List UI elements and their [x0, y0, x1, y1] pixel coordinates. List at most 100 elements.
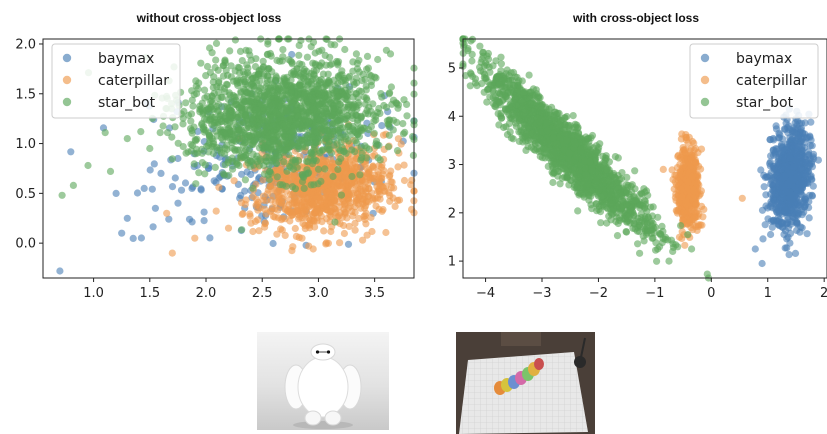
scatter-point-caterpillar — [369, 162, 377, 170]
scatter-point-star_bot — [376, 156, 384, 164]
scatter-point-star_bot — [236, 47, 245, 56]
scatter-point-star_bot — [207, 103, 215, 111]
scatter-point-caterpillar — [678, 193, 686, 201]
scatter-point-baymax — [137, 234, 145, 242]
scatter-point-star_bot — [339, 76, 347, 85]
scatter-point-caterpillar — [367, 213, 375, 222]
scatter-point-caterpillar — [690, 214, 699, 222]
scatter-point-star_bot — [200, 115, 209, 123]
scatter-point-baymax — [803, 230, 811, 238]
scatter-point-star_bot — [308, 91, 316, 99]
scatter-point-caterpillar — [322, 205, 330, 214]
scatter-point-star_bot — [315, 47, 323, 55]
scatter-point-star_bot — [331, 218, 339, 226]
scatter-point-star_bot — [343, 105, 351, 113]
scatter-point-star_bot — [265, 176, 273, 184]
scatter-point-star_bot — [273, 56, 281, 64]
scatter-point-star_bot — [223, 121, 231, 129]
scatter-point-caterpillar — [365, 169, 373, 177]
scatter-point-caterpillar — [385, 172, 393, 180]
scatter-point-star_bot — [357, 114, 365, 122]
scatter-point-caterpillar — [342, 173, 350, 181]
scatter-point-caterpillar — [238, 210, 246, 218]
scatter-point-star_bot — [212, 39, 221, 48]
scatter-point-caterpillar — [311, 223, 319, 231]
scatter-point-star_bot — [403, 100, 411, 108]
scatter-point-caterpillar — [382, 228, 390, 237]
scatter-point-caterpillar — [351, 208, 359, 216]
scatter-point-star_bot — [254, 125, 262, 133]
scatter-point-caterpillar — [689, 221, 697, 229]
scatter-point-caterpillar — [345, 222, 353, 230]
scatter-panel-with-loss: with cross-object loss −4 −3 −2 −1 0 1 212345 … — [448, 11, 827, 301]
legend-marker — [62, 75, 72, 85]
scatter-point-caterpillar — [298, 234, 306, 242]
scatter-point-baymax — [783, 235, 791, 243]
scatter-point-star_bot — [273, 91, 281, 99]
scatter-point-star_bot — [58, 191, 66, 199]
scatter-point-baymax — [151, 204, 159, 212]
scatter-point-star_bot — [233, 160, 241, 169]
scatter-point-star_bot — [314, 165, 323, 173]
scatter-point-star_bot — [385, 131, 393, 139]
scatter-point-baymax — [197, 185, 205, 193]
scatter-point-star_bot — [334, 58, 343, 66]
scatter-point-star_bot — [317, 78, 325, 87]
y-tick-label: 0.5 — [15, 187, 36, 202]
scatter-point-caterpillar — [281, 231, 289, 239]
scatter-point-baymax — [200, 217, 208, 225]
scatter-point-star_bot — [295, 51, 303, 59]
scatter-point-baymax — [168, 183, 177, 191]
scatter-point-star_bot — [291, 142, 300, 150]
scatter-point-star_bot — [231, 36, 239, 44]
scatter-point-star_bot — [269, 137, 278, 145]
scatter-point-caterpillar — [313, 206, 321, 214]
scatter-point-baymax — [775, 129, 783, 137]
scatter-point-star_bot — [294, 90, 302, 98]
scatter-point-star_bot — [301, 133, 309, 141]
scatter-point-star_bot — [311, 60, 319, 68]
scatter-point-star_bot — [187, 110, 196, 118]
scatter-point-star_bot — [297, 36, 305, 45]
scatter-point-star_bot — [69, 181, 77, 189]
scatter-point-star_bot — [370, 129, 378, 137]
scatter-point-caterpillar — [327, 155, 335, 163]
scatter-point-caterpillar — [363, 231, 371, 239]
scatter-point-star_bot — [372, 140, 380, 148]
scatter-point-caterpillar — [340, 229, 348, 238]
scatter-point-star_bot — [243, 89, 251, 97]
scatter-point-caterpillar — [673, 209, 682, 217]
scatter-point-caterpillar — [289, 243, 297, 251]
scatter-point-star_bot — [247, 56, 255, 64]
scatter-point-caterpillar — [671, 171, 679, 179]
scatter-point-caterpillar — [679, 161, 688, 169]
scatter-point-caterpillar — [394, 163, 402, 171]
scatter-point-star_bot — [188, 141, 197, 149]
scatter-point-star_bot — [179, 120, 187, 128]
scatter-point-baymax — [791, 191, 800, 199]
scatter-point-star_bot — [201, 86, 209, 94]
scatter-point-caterpillar — [394, 135, 402, 143]
scatter-point-caterpillar — [738, 194, 746, 202]
scatter-point-star_bot — [203, 142, 211, 150]
scatter-point-caterpillar — [670, 185, 678, 193]
scatter-point-star_bot — [335, 158, 343, 166]
scatter-point-star_bot — [272, 72, 280, 80]
scatter-point-star_bot — [188, 96, 196, 104]
scatter-point-star_bot — [219, 72, 228, 80]
scatter-point-caterpillar — [328, 192, 336, 200]
scatter-point-star_bot — [328, 99, 336, 108]
scatter-point-caterpillar — [679, 144, 687, 152]
scatter-point-baymax — [781, 208, 789, 216]
scatter-point-baymax — [56, 267, 64, 275]
scatter-point-caterpillar — [340, 200, 348, 208]
scatter-point-star_bot — [182, 149, 190, 157]
scatter-point-star_bot — [101, 129, 109, 137]
scatter-point-baymax — [171, 174, 179, 182]
scatter-point-star_bot — [211, 163, 219, 171]
scatter-point-caterpillar — [277, 187, 285, 195]
scatter-point-star_bot — [214, 94, 222, 102]
scatter-point-star_bot — [282, 182, 290, 190]
scatter-point-star_bot — [409, 151, 417, 159]
